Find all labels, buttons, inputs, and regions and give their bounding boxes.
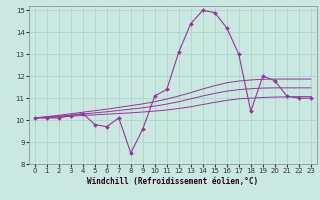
X-axis label: Windchill (Refroidissement éolien,°C): Windchill (Refroidissement éolien,°C) [87,177,258,186]
